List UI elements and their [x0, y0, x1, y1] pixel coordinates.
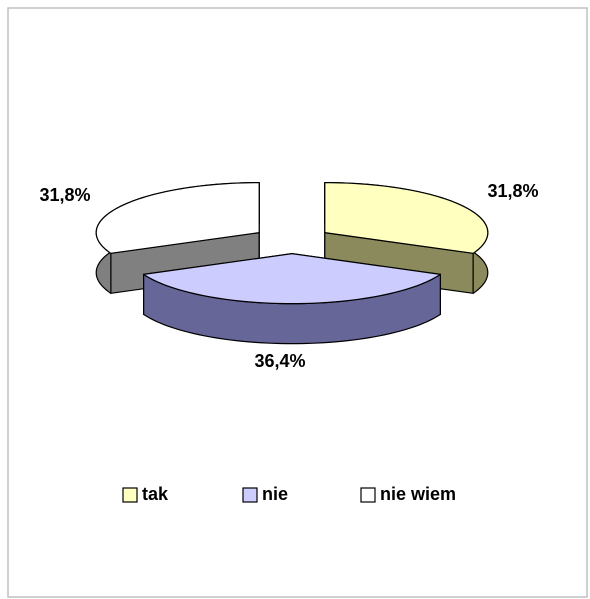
slice — [324, 182, 489, 254]
slice — [95, 182, 260, 254]
legend-swatch — [122, 487, 138, 503]
legend-label: tak — [142, 484, 169, 504]
legend-swatch — [360, 487, 376, 503]
data-label: 31,8% — [487, 181, 538, 201]
data-label: 36,4% — [254, 351, 305, 371]
slice — [143, 253, 441, 305]
legend-label: nie — [262, 484, 288, 504]
slice — [143, 253, 441, 345]
legend-label: nie wiem — [380, 484, 456, 504]
data-label: 31,8% — [39, 185, 90, 205]
legend-swatch — [242, 487, 258, 503]
